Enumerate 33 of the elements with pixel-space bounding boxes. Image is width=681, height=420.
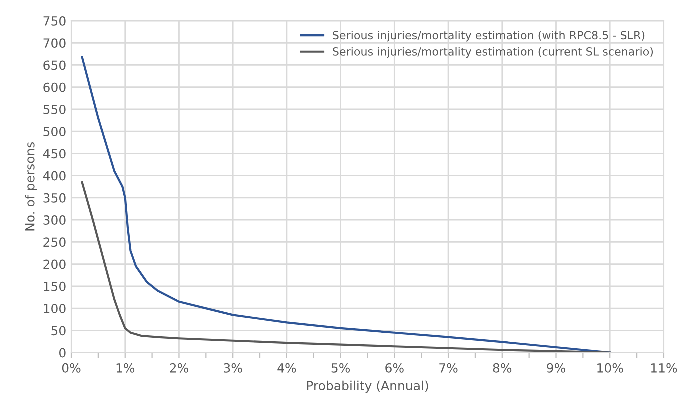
y-tick-label: 750 — [44, 16, 66, 26]
y-tick-label: 450 — [43, 149, 66, 159]
y-tick-label: 650 — [44, 60, 66, 70]
x-tick-label: 7% — [440, 363, 458, 373]
y-tick-label: 600 — [44, 82, 66, 92]
y-tick-label: 500 — [44, 127, 66, 137]
y-tick-label: 350 — [44, 193, 66, 203]
y-tick-label: 300 — [44, 216, 66, 226]
x-tick-label: 8% — [493, 363, 512, 373]
y-tick-label: 0 — [60, 348, 66, 358]
x-tick-label: 10% — [598, 363, 624, 373]
y-tick-label: 150 — [44, 282, 66, 292]
y-tick-label: 400 — [43, 171, 66, 181]
x-tick-label: 2% — [170, 363, 188, 373]
x-tick-label: 1% — [116, 363, 135, 373]
x-tick-label: 5% — [332, 363, 350, 373]
y-tick-label: 700 — [44, 38, 66, 48]
y-tick-label: 550 — [44, 104, 66, 114]
x-tick-label: 11% — [651, 363, 678, 373]
y-axis-title: No. of persons — [25, 142, 38, 231]
x-tick-label: 4% — [278, 363, 296, 373]
y-tick-label: 250 — [44, 238, 66, 248]
y-tick-label: 100 — [44, 304, 66, 314]
line-series — [81, 181, 612, 353]
y-tick-label: 200 — [44, 260, 66, 270]
x-axis-title: Probability (Annual) — [307, 380, 428, 393]
x-tick-label: 6% — [386, 363, 404, 373]
y-tick-label: 50 — [52, 326, 66, 336]
x-tick-label: 3% — [224, 363, 242, 373]
x-tick-label: 9% — [547, 363, 566, 373]
x-tick-label: 0% — [62, 363, 81, 373]
legend-label: Serious injuries/mortality estimation (current SL scenario) — [333, 47, 654, 58]
legend-label: Serious injuries/mortality estimation (with RPC8.5 - SLR) — [333, 31, 645, 42]
